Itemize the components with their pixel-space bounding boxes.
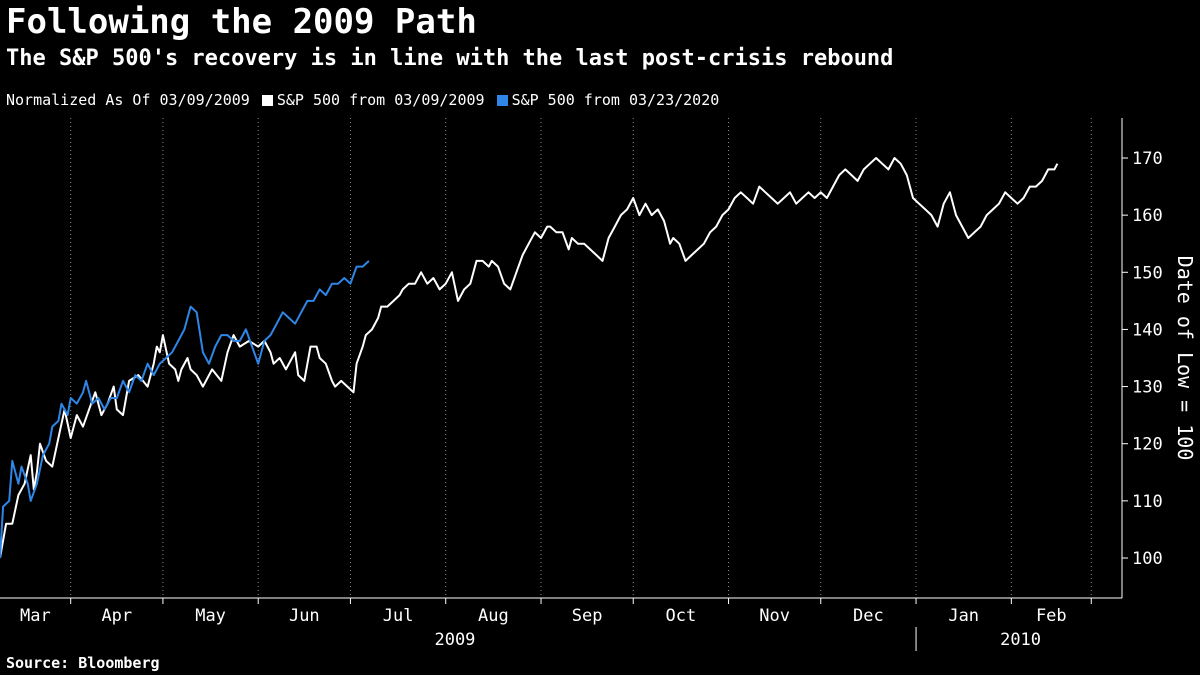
y-tick-label-170: 170 [1132,149,1163,169]
y-tick-label-130: 130 [1132,378,1163,398]
legend-normalized-note: Normalized As Of 03/09/2009 [6,91,250,109]
x-tick-label-jun: Jun [289,606,320,626]
year-label-2010: 2010 [1000,630,1041,650]
y-tick-label-110: 110 [1132,492,1163,512]
year-label-2009: 2009 [434,630,475,650]
legend-swatch-2009 [261,94,273,106]
x-tick-label-oct: Oct [666,606,697,626]
legend-prefix-label: Normalized As Of 03/09/2009 [6,91,250,109]
x-tick-label-dec: Dec [853,606,884,626]
x-tick-label-nov: Nov [759,606,790,626]
y-tick-label-100: 100 [1132,549,1163,569]
x-tick-label-sep: Sep [572,606,603,626]
chart-subtitle: The S&P 500's recovery is in line with t… [6,46,894,71]
chart-title: Following the 2009 Path [6,2,477,42]
y-axis-title: Date of Low = 100 [1173,256,1197,461]
x-tick-label-feb: Feb [1036,606,1067,626]
y-tick-label-160: 160 [1132,206,1163,226]
x-tick-label-aug: Aug [478,606,509,626]
series-line-2009 [0,157,1059,559]
legend: Normalized As Of 03/09/2009 S&P 500 from… [6,91,731,109]
legend-label-2020: S&P 500 from 03/23/2020 [511,91,720,109]
x-tick-label-apr: Apr [101,606,132,626]
y-tick-label-140: 140 [1132,320,1163,340]
x-tick-label-jan: Jan [948,606,979,626]
legend-item-2020: S&P 500 from 03/23/2020 [496,91,720,109]
y-tick-label-120: 120 [1132,435,1163,455]
x-tick-label-may: May [195,606,226,626]
x-tick-label-mar: Mar [20,606,51,626]
legend-item-2009: S&P 500 from 03/09/2009 [261,91,485,109]
source-note: Source: Bloomberg [6,654,160,672]
y-tick-label-150: 150 [1132,263,1163,283]
series-line-2020 [0,260,370,559]
x-tick-label-jul: Jul [383,606,414,626]
legend-swatch-2020 [496,94,508,106]
legend-label-2009: S&P 500 from 03/09/2009 [276,91,485,109]
